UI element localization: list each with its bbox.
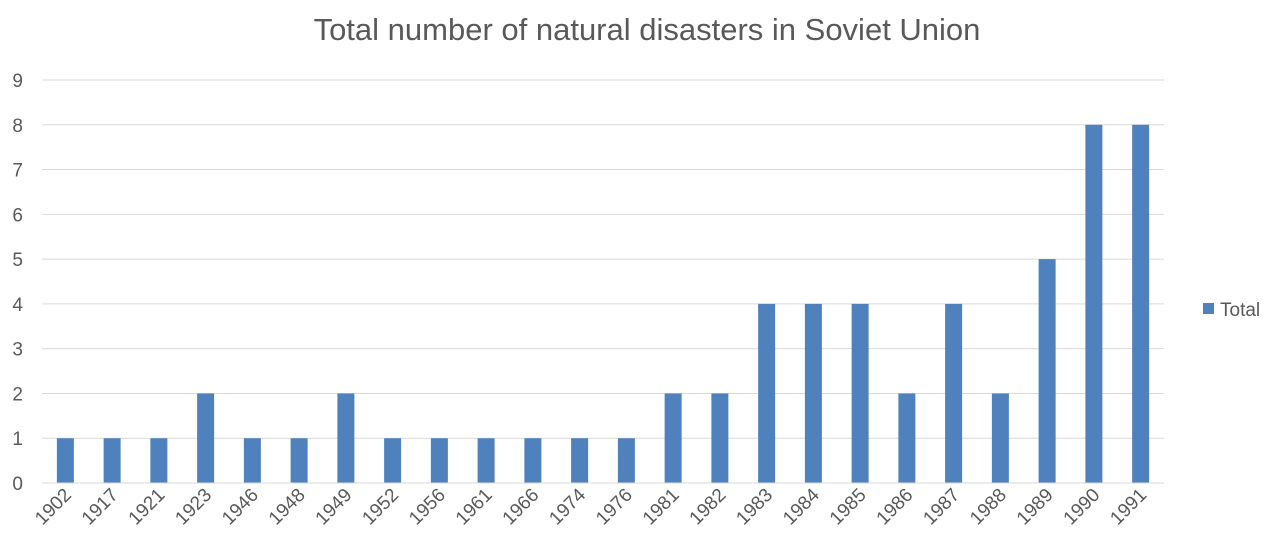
gridlines <box>42 79 1164 439</box>
y-tick-label: 1 <box>12 429 23 450</box>
x-tick-label: 1948 <box>265 485 310 530</box>
y-tick-label: 2 <box>12 384 23 405</box>
bar-1956 <box>430 438 448 483</box>
x-tick-label: 1946 <box>218 485 263 530</box>
bar-1991 <box>1132 124 1150 484</box>
x-tick-label: 1974 <box>545 484 590 529</box>
y-axis-tick-labels: 0 1 2 3 4 5 6 7 8 9 <box>12 71 23 495</box>
bar-1985 <box>851 303 869 483</box>
x-tick-label: 1990 <box>1060 485 1105 530</box>
x-tick-label: 1985 <box>826 485 871 530</box>
bar-1917 <box>103 438 121 483</box>
x-tick-label: 1982 <box>686 485 731 530</box>
x-tick-label: 1981 <box>639 485 684 530</box>
bar-1961 <box>477 438 495 483</box>
y-tick-label: 3 <box>12 340 23 361</box>
bar-1952 <box>384 438 402 483</box>
y-tick-label: 5 <box>12 250 23 271</box>
legend-label-total: Total <box>1220 300 1260 321</box>
bar-1902 <box>56 438 74 483</box>
bar-1921 <box>150 438 168 483</box>
bar-1923 <box>197 393 215 483</box>
bar-1974 <box>571 438 589 483</box>
x-tick-label: 1976 <box>592 485 637 530</box>
chart-title: Total number of natural disasters in Sov… <box>314 12 981 47</box>
y-tick-label: 8 <box>12 116 23 137</box>
bar-1983 <box>758 303 776 483</box>
bar-1981 <box>664 393 682 483</box>
y-tick-label: 9 <box>12 71 23 92</box>
bar-1949 <box>337 393 355 483</box>
x-axis-tick-labels: 1902 1917 1921 1923 1946 1948 1949 1952 1956 1961… <box>31 484 1151 529</box>
bar-1982 <box>711 393 729 483</box>
x-tick-label: 1902 <box>31 485 76 530</box>
bar-1984 <box>804 303 822 483</box>
bar-1976 <box>617 438 635 483</box>
x-tick-label: 1956 <box>405 485 450 530</box>
y-tick-label: 7 <box>12 161 23 182</box>
y-tick-label: 4 <box>12 295 23 316</box>
bar-1989 <box>1038 259 1056 483</box>
legend-swatch-total <box>1203 303 1214 314</box>
bar-1988 <box>991 393 1009 483</box>
legend: Total <box>1203 300 1260 321</box>
y-tick-label: 0 <box>12 474 23 495</box>
x-tick-label: 1966 <box>499 485 544 530</box>
x-tick-label: 1986 <box>873 485 918 530</box>
x-tick-label: 1952 <box>358 485 403 530</box>
bar-1986 <box>898 393 916 483</box>
x-tick-label: 1989 <box>1013 485 1058 530</box>
x-tick-label: 1987 <box>919 485 964 530</box>
bar-1990 <box>1085 124 1103 484</box>
x-tick-label: 1923 <box>171 485 216 530</box>
bar-1987 <box>945 303 963 483</box>
x-tick-label: 1991 <box>1106 485 1151 530</box>
x-tick-label: 1921 <box>125 485 170 530</box>
y-tick-label: 6 <box>12 205 23 226</box>
bar-1966 <box>524 438 542 483</box>
bars <box>56 124 1150 484</box>
x-tick-label: 1988 <box>966 485 1011 530</box>
bar-1946 <box>243 438 261 483</box>
x-tick-label: 1984 <box>779 484 824 529</box>
x-tick-label: 1961 <box>452 485 497 530</box>
x-tick-label: 1917 <box>78 485 123 530</box>
bar-1948 <box>290 438 308 483</box>
x-tick-label: 1949 <box>312 485 357 530</box>
x-tick-label: 1983 <box>732 485 777 530</box>
